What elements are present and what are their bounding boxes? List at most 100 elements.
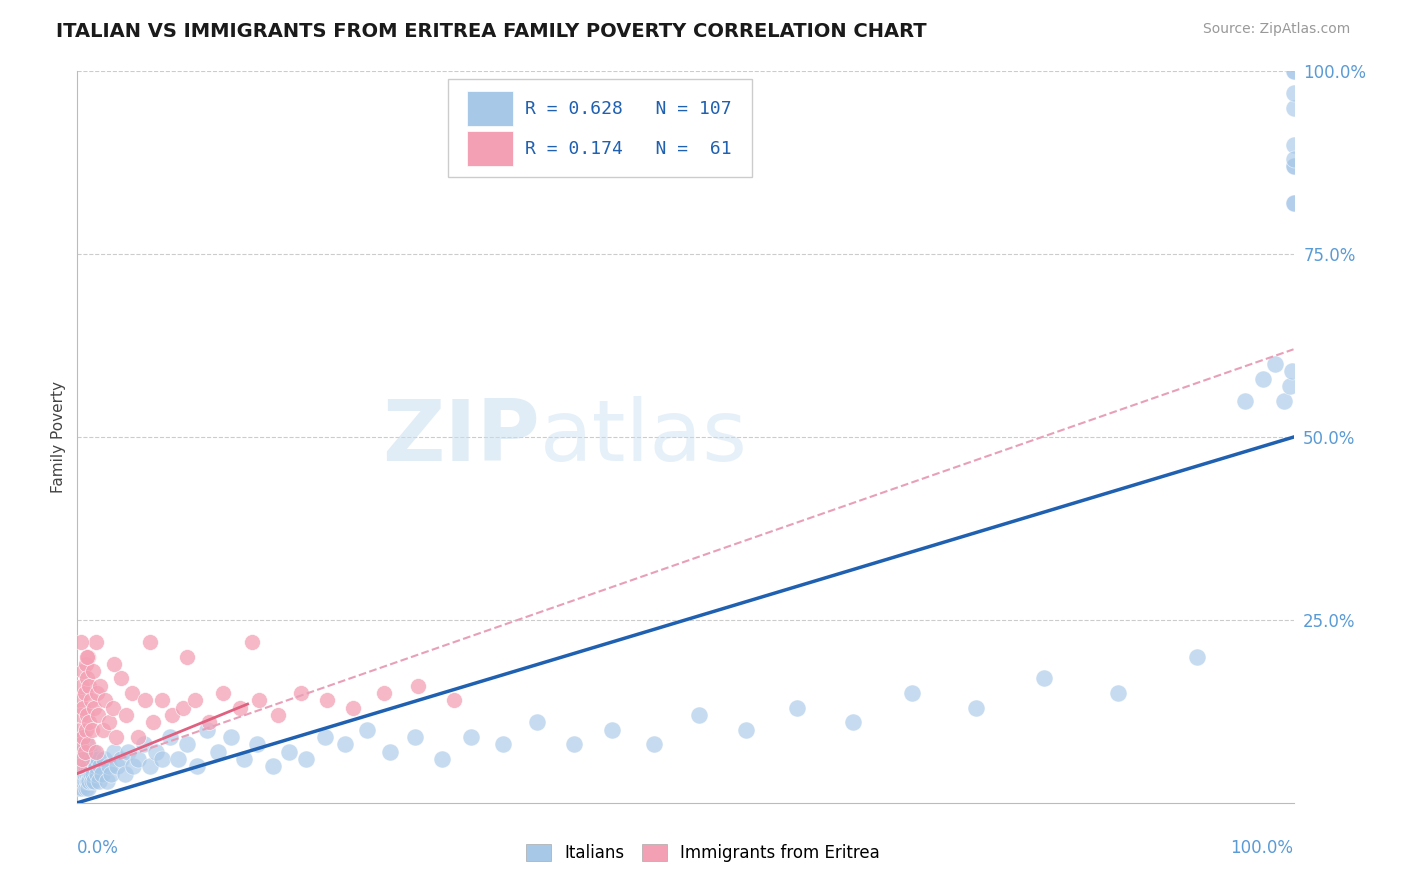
Y-axis label: Family Poverty: Family Poverty: [51, 381, 66, 493]
Point: [73, 759, 96, 773]
Point: [72, 730, 94, 744]
Point: [602, 723, 624, 737]
Point: [1033, 672, 1056, 686]
Point: [80, 723, 103, 737]
Text: 100.0%: 100.0%: [1230, 839, 1294, 857]
Point: [72, 664, 94, 678]
Point: [219, 730, 242, 744]
Point: [91, 723, 114, 737]
Point: [79, 679, 101, 693]
Point: [75, 759, 97, 773]
Point: [79, 766, 101, 780]
Point: [87, 752, 110, 766]
Point: [176, 737, 198, 751]
Point: [212, 686, 235, 700]
Point: [443, 693, 465, 707]
Point: [142, 715, 165, 730]
Point: [786, 700, 808, 714]
Point: [562, 737, 585, 751]
Point: [69, 766, 91, 780]
Point: [643, 737, 665, 751]
FancyBboxPatch shape: [449, 78, 752, 178]
Point: [314, 730, 336, 744]
Point: [122, 759, 145, 773]
Point: [79, 752, 101, 766]
Point: [84, 745, 107, 759]
Point: [127, 730, 149, 744]
Point: [80, 773, 103, 788]
Point: [77, 781, 100, 796]
Point: [70, 679, 93, 693]
Point: [176, 649, 198, 664]
Point: [197, 723, 219, 737]
Point: [134, 737, 156, 751]
Point: [75, 723, 97, 737]
Point: [100, 766, 122, 780]
Point: [1282, 101, 1305, 115]
Point: [278, 745, 301, 759]
Point: [82, 664, 104, 678]
Point: [76, 672, 98, 686]
Point: [72, 773, 94, 788]
Point: [69, 723, 91, 737]
Point: [114, 766, 136, 780]
Point: [97, 715, 120, 730]
Point: [460, 730, 482, 744]
Point: [82, 745, 104, 759]
Point: [110, 752, 132, 766]
Point: [67, 759, 90, 773]
Point: [79, 773, 101, 788]
Point: [70, 781, 93, 796]
Point: [1282, 137, 1305, 152]
Point: [356, 723, 378, 737]
Point: [688, 708, 710, 723]
Text: R = 0.174   N =  61: R = 0.174 N = 61: [524, 140, 731, 158]
Point: [197, 715, 219, 730]
Point: [139, 759, 162, 773]
Point: [70, 737, 93, 751]
Point: [1282, 160, 1305, 174]
Point: [77, 737, 100, 751]
Point: [83, 773, 105, 788]
Point: [80, 766, 103, 780]
Point: [72, 700, 94, 714]
Text: ITALIAN VS IMMIGRANTS FROM ERITREA FAMILY POVERTY CORRELATION CHART: ITALIAN VS IMMIGRANTS FROM ERITREA FAMIL…: [56, 22, 927, 41]
Point: [72, 752, 94, 766]
Point: [96, 773, 118, 788]
Point: [1264, 357, 1286, 371]
Text: 0.0%: 0.0%: [77, 839, 120, 857]
Point: [1251, 371, 1274, 385]
Point: [1282, 196, 1305, 211]
Text: atlas: atlas: [540, 395, 748, 479]
Point: [342, 700, 364, 714]
Point: [1107, 686, 1129, 700]
Point: [378, 745, 401, 759]
Point: [89, 759, 111, 773]
Point: [1272, 393, 1295, 408]
Point: [69, 752, 91, 766]
Point: [70, 766, 93, 780]
Point: [94, 693, 117, 707]
Point: [267, 708, 290, 723]
Point: [70, 737, 93, 751]
Point: [73, 773, 96, 788]
Point: [72, 759, 94, 773]
Point: [117, 745, 139, 759]
Point: [160, 708, 183, 723]
Point: [406, 679, 429, 693]
Point: [75, 737, 97, 751]
Bar: [467, 131, 513, 167]
Point: [76, 752, 98, 766]
Point: [290, 686, 312, 700]
Point: [93, 752, 115, 766]
Point: [262, 759, 284, 773]
Point: [127, 752, 149, 766]
Point: [735, 723, 758, 737]
Point: [159, 730, 181, 744]
Point: [86, 766, 108, 780]
Point: [70, 759, 93, 773]
Point: [89, 773, 111, 788]
Text: Source: ZipAtlas.com: Source: ZipAtlas.com: [1202, 22, 1350, 37]
Point: [145, 745, 167, 759]
Point: [79, 745, 101, 759]
